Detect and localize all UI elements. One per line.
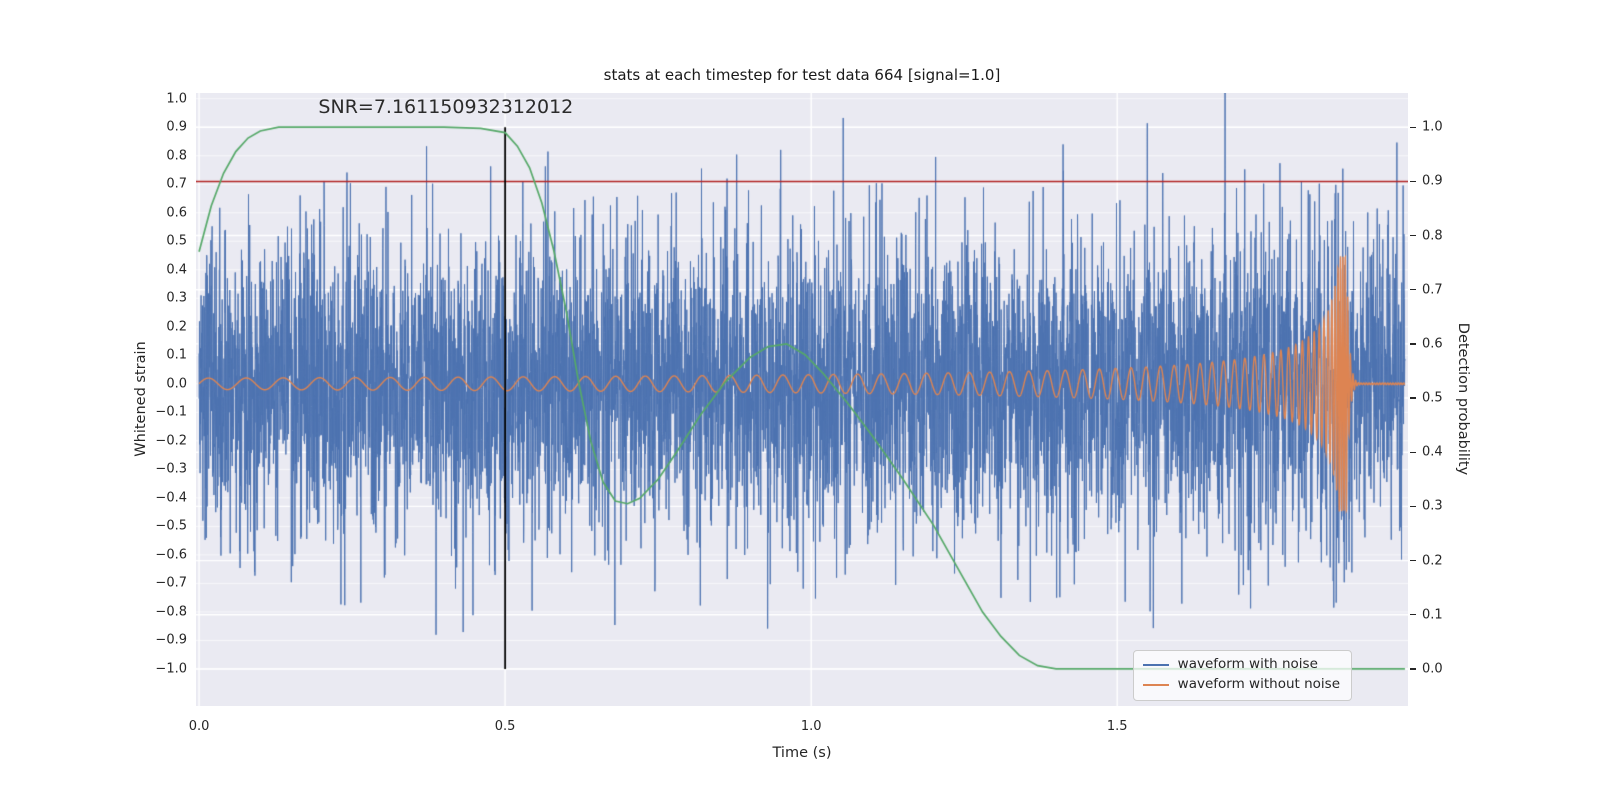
y-tick-right: 0.9 [1422,173,1443,189]
y-tick-mark-right [1410,451,1416,453]
chart-canvas [196,93,1408,706]
y-tick-left: 0.9 [166,119,187,135]
y-tick-left: −0.1 [155,404,187,420]
legend-entry: waveform without noise [1142,676,1340,693]
y-tick-mark-right [1410,614,1416,616]
y-tick-left: 0.1 [166,347,187,363]
y-tick-left: −0.3 [155,461,187,477]
y-tick-left: 0.0 [166,376,187,392]
y-tick-left: −0.7 [155,575,187,591]
plot-area: SNR=7.161150932312012 waveform with nois… [196,93,1408,706]
y-tick-left: −0.2 [155,433,187,449]
x-axis-label: Time (s) [772,745,832,761]
y-tick-right: 0.1 [1422,607,1443,623]
y-tick-mark-right [1410,505,1416,508]
x-tick: 0.0 [188,719,210,734]
y-tick-left: 0.5 [166,233,187,249]
y-tick-mark-right [1410,289,1416,291]
legend-label: waveform without noise [1177,676,1340,693]
y-tick-right: 0.2 [1422,553,1443,569]
y-tick-left: 0.3 [166,290,187,306]
y-tick-right: 0.7 [1422,282,1443,298]
chart-title: stats at each timestep for test data 664… [603,66,1001,84]
y-tick-mark-right [1410,126,1416,128]
y-tick-right: 0.8 [1422,228,1443,244]
y-tick-mark-right [1410,559,1416,562]
legend-line-swatch [1142,684,1169,687]
x-tick: 1.0 [800,719,822,734]
y-tick-left: 0.6 [166,205,187,221]
y-tick-mark-right [1410,668,1416,670]
y-tick-mark-right [1410,234,1416,237]
y-tick-mark-right [1410,397,1416,399]
y-tick-right: 1.0 [1422,119,1443,135]
legend-line-swatch [1142,663,1169,666]
legend-entry: waveform with noise [1142,655,1340,673]
y-tick-left: −0.4 [155,490,187,506]
y-tick-mark-right [1410,180,1416,183]
y-tick-left: −0.6 [155,547,187,563]
y-tick-left: −1.0 [155,661,187,677]
y-tick-left: 0.4 [166,262,187,278]
y-tick-left: −0.8 [155,604,187,620]
y-tick-left: 0.8 [166,148,187,164]
legend: waveform with noise waveform without nois… [1132,649,1352,701]
x-tick: 1.5 [1106,719,1128,734]
y-tick-mark-right [1410,343,1416,345]
y-tick-right: 0.6 [1422,336,1443,352]
y-tick-right: 0.4 [1422,444,1443,460]
y-tick-left: −0.5 [155,518,187,534]
y-tick-left: −0.9 [155,632,187,648]
y-tick-left: 0.7 [166,176,187,192]
y-axis-right-label: Detection probability [1455,322,1471,476]
y-tick-right: 0.5 [1422,390,1443,406]
x-tick: 0.5 [494,719,516,734]
y-tick-left: 1.0 [166,91,187,107]
y-tick-right: 0.3 [1422,498,1443,514]
y-axis-left-label: Whitened strain [133,341,149,457]
legend-label: waveform with noise [1177,655,1318,672]
y-tick-left: 0.2 [166,319,187,335]
y-tick-right: 0.0 [1422,661,1443,677]
